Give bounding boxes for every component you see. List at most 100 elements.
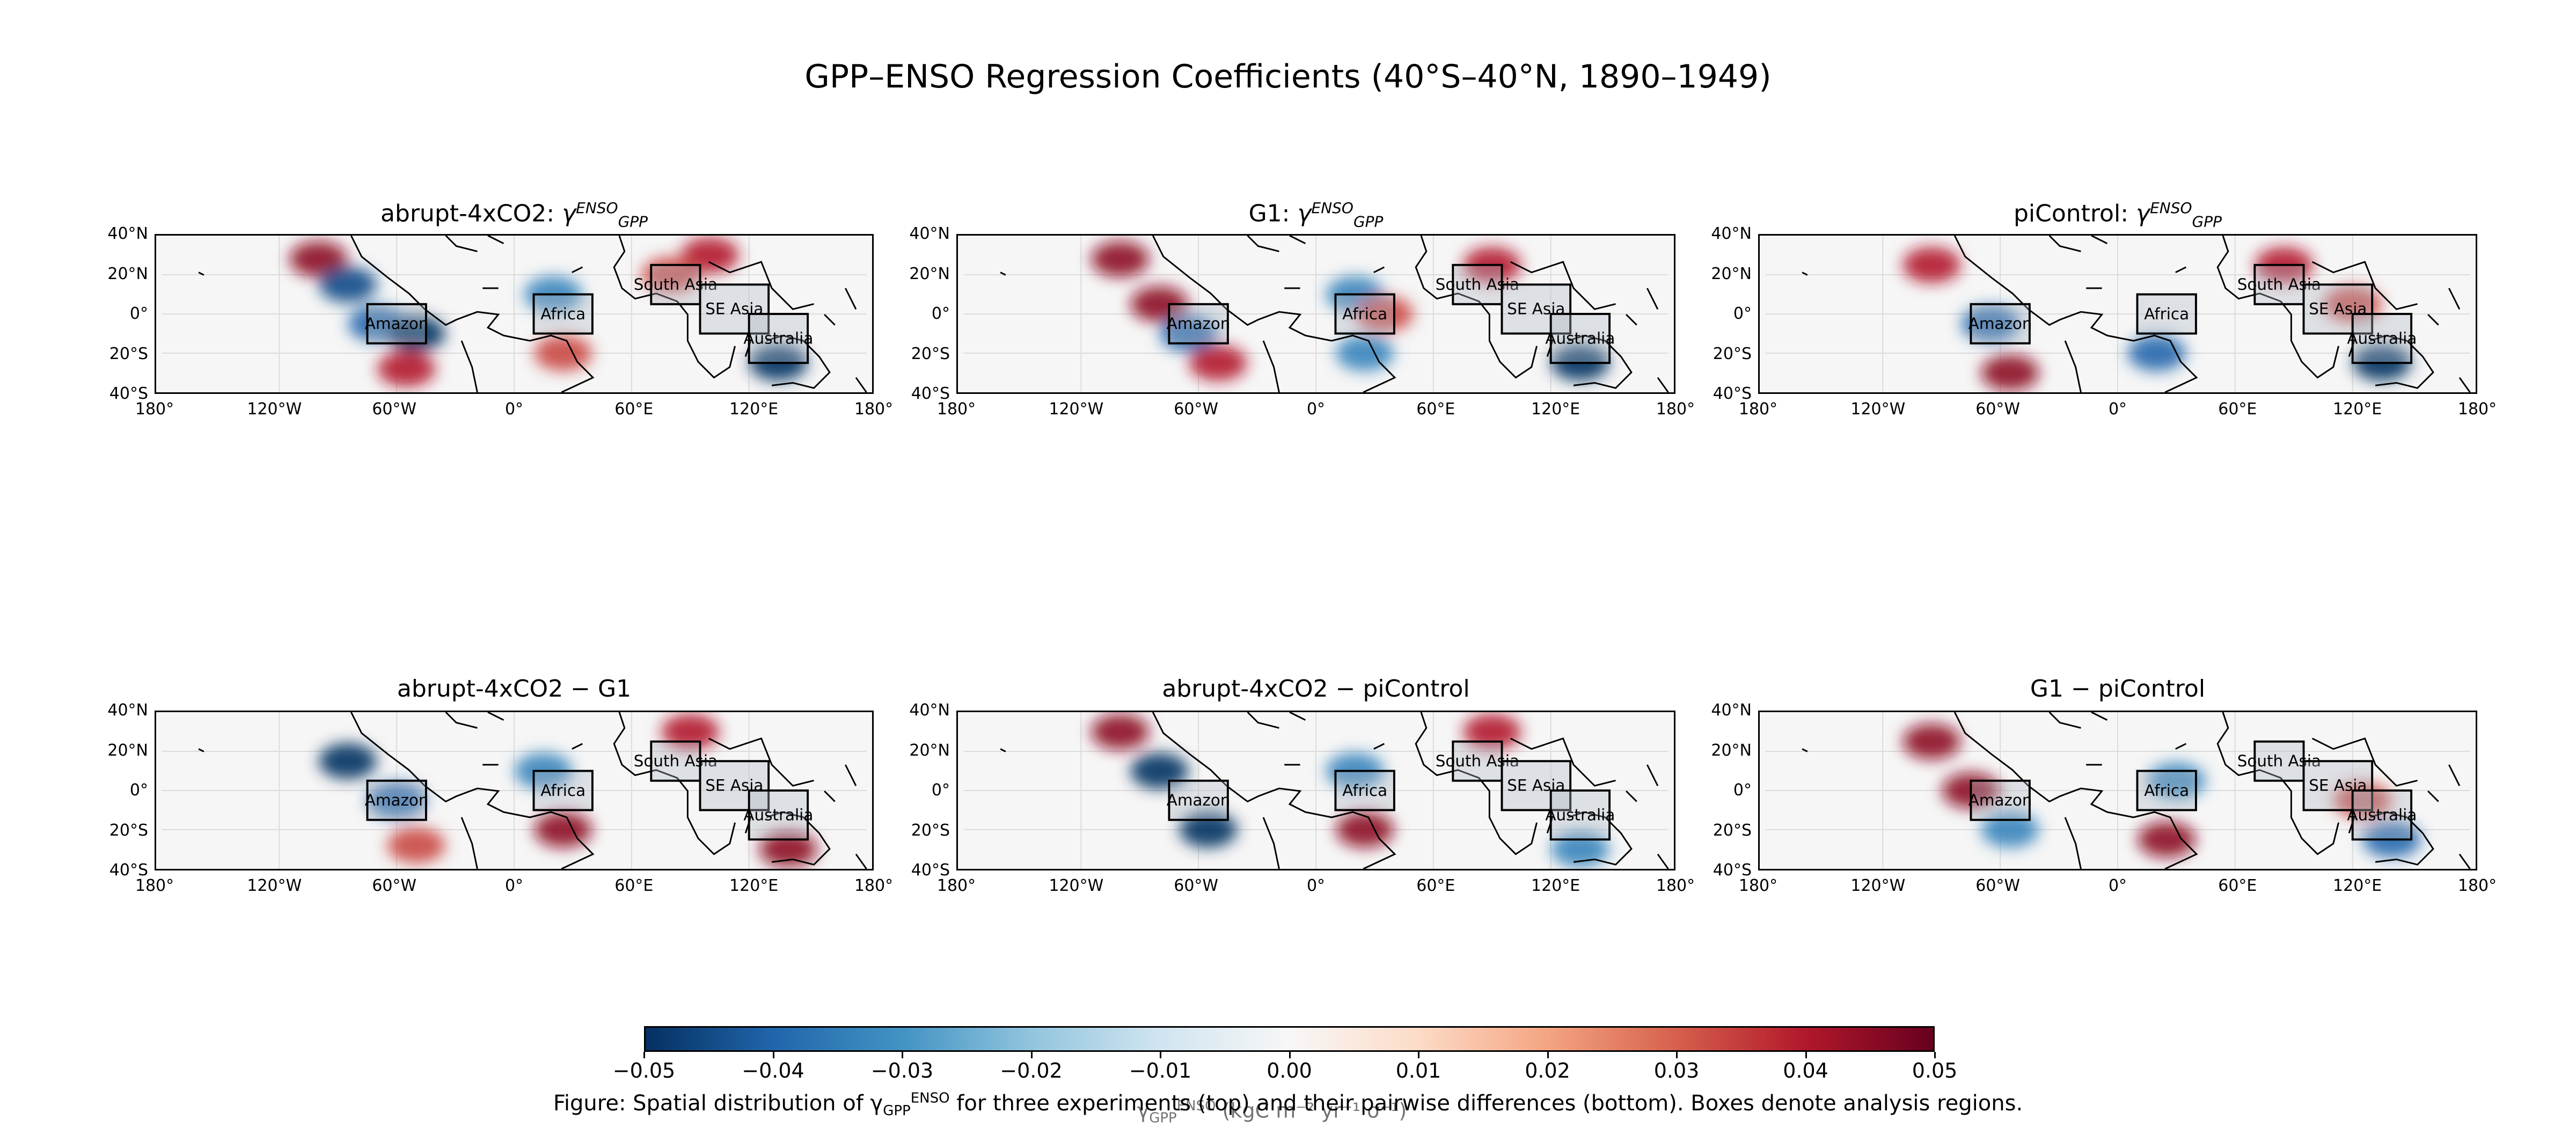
coastline — [1000, 748, 1006, 752]
region-box — [1334, 770, 1395, 811]
coastline — [855, 853, 867, 869]
coastline — [613, 236, 736, 379]
region-box — [1168, 303, 1229, 345]
panel-title: G1: γENSOGPP — [1248, 199, 1384, 231]
field-anomaly — [1336, 811, 1394, 848]
lon-tick-label: 120°W — [1049, 400, 1104, 419]
lat-tick-label: 0° — [931, 781, 950, 800]
lat-tick-label: 20°S — [1713, 344, 1752, 363]
region-label: SE Asia — [705, 777, 763, 795]
field-anomaly — [1336, 335, 1394, 371]
lat-tick-label: 0° — [931, 304, 950, 323]
panel-title: piControl: γENSOGPP — [2014, 199, 2222, 231]
coastline — [2448, 764, 2461, 786]
coastline — [2369, 334, 2434, 389]
coastline — [1152, 712, 1396, 869]
lat-tick-label: 20°N — [1711, 264, 1752, 283]
lon-tick-label: 180° — [2457, 400, 2497, 419]
field-anomaly — [534, 335, 592, 371]
coastline — [824, 790, 836, 802]
lon-tick-label: 0° — [2108, 400, 2127, 419]
region-box — [699, 283, 770, 335]
region-label: SE Asia — [1507, 300, 1565, 318]
coastline — [2064, 340, 2082, 392]
coastline — [1657, 853, 1669, 869]
coastline — [572, 743, 583, 750]
lat-tick-label: 20°N — [909, 264, 950, 283]
coastline — [766, 334, 831, 389]
lat-tick-label: 40°N — [1711, 701, 1752, 720]
lon-tick-label: 180° — [1656, 400, 1695, 419]
lon-tick-label: 120°W — [247, 400, 302, 419]
coastline — [2048, 236, 2081, 252]
region-box — [2351, 313, 2413, 364]
lat-tick-label: 40°S — [911, 384, 950, 403]
field-anomaly — [1091, 714, 1150, 750]
region-label: SE Asia — [2309, 300, 2367, 318]
region-box — [2351, 789, 2413, 841]
map-panel: Amazon Africa South Asia SE Asia Australia — [1758, 234, 2477, 394]
coastline — [824, 313, 836, 326]
region-label: Australia — [743, 329, 813, 347]
coastline — [2175, 266, 2187, 273]
coastline — [1626, 790, 1637, 802]
lat-tick-label: 40°N — [909, 701, 950, 720]
lon-tick-label: 120°E — [2333, 876, 2382, 895]
region-label: Australia — [1545, 329, 1615, 347]
coastline — [572, 266, 583, 273]
lon-tick-label: 60°E — [614, 400, 654, 419]
field-anomaly — [289, 241, 348, 277]
coastline — [1289, 236, 1306, 245]
lon-tick-label: 120°E — [729, 876, 779, 895]
field-anomaly — [534, 811, 592, 848]
lat-tick-label: 40°S — [911, 861, 950, 880]
lat-tick-label: 0° — [1733, 781, 1752, 800]
map-panel: Amazon Africa South Asia SE Asia Australia — [956, 234, 1675, 394]
region-label: Australia — [743, 806, 813, 824]
lat-tick-label: 20°S — [1713, 821, 1752, 840]
region-box — [1452, 264, 1503, 305]
lon-tick-label: 180° — [1738, 876, 1778, 895]
field-anomaly — [1981, 355, 2039, 391]
field-anomaly — [368, 782, 426, 818]
lon-tick-label: 60°W — [372, 400, 417, 419]
region-box — [1549, 789, 1611, 841]
colorbar-tickmark — [1547, 1052, 1549, 1058]
coastline — [1262, 817, 1280, 869]
panel-title: abrupt-4xCO2 − piControl — [1162, 675, 1470, 702]
coastline — [1289, 712, 1306, 721]
coastline — [1568, 334, 1633, 389]
colorbar-tickmark — [1160, 1052, 1161, 1058]
region-label: Amazon — [1167, 314, 1231, 333]
coastline — [708, 737, 814, 787]
region-box — [1549, 313, 1611, 364]
coastline — [198, 272, 204, 276]
lat-tick-label: 20°S — [109, 821, 148, 840]
lon-tick-label: 120°W — [1850, 876, 1906, 895]
coastline — [855, 377, 867, 392]
colorbar-tick-label: 0.05 — [1912, 1059, 1958, 1082]
lon-tick-label: 60°W — [1975, 400, 2021, 419]
field-anomaly — [1189, 345, 1247, 381]
coastline — [2216, 712, 2339, 855]
region-label: Amazon — [1968, 791, 2032, 809]
lon-tick-label: 180° — [1738, 400, 1778, 419]
region-label: SE Asia — [1507, 777, 1565, 795]
colorbar-tick-label: 0.01 — [1395, 1059, 1441, 1082]
lon-tick-label: 60°E — [2218, 876, 2257, 895]
lat-tick-label: 20°N — [107, 264, 148, 283]
colorbar-tick-label: 0.04 — [1783, 1059, 1828, 1082]
colorbar-tick-label: −0.05 — [612, 1059, 676, 1082]
lon-tick-label: 60°E — [614, 876, 654, 895]
panel-title: G1 − piControl — [2030, 675, 2206, 702]
field-anomaly — [1902, 723, 1961, 760]
coastline — [2048, 712, 2081, 729]
coastline — [2091, 236, 2108, 245]
region-label: Amazon — [365, 314, 429, 333]
region-label: Amazon — [1167, 791, 1231, 809]
region-box — [366, 779, 427, 821]
region-label: Australia — [2347, 806, 2417, 824]
region-label: Africa — [2144, 305, 2189, 323]
